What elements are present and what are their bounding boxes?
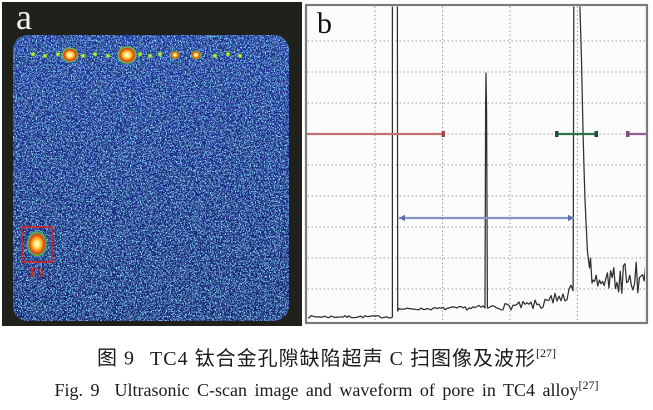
- caption-zh-figno: 图 9: [97, 347, 136, 370]
- band-minor-indication: [30, 51, 36, 57]
- band-hotspot: [116, 45, 138, 65]
- band-minor-indication: [80, 53, 86, 59]
- band-minor-indication: [212, 53, 218, 59]
- defect-marker: F1: [21, 226, 53, 281]
- band-minor-indication: [147, 53, 153, 59]
- band-minor-indication: [105, 53, 111, 59]
- cscan-sample-image: [13, 35, 289, 321]
- band-minor-indication: [137, 51, 143, 57]
- band-minor-indication: [92, 51, 98, 57]
- purple-gate: [626, 131, 646, 137]
- waveform-trace: [308, 6, 645, 319]
- figure-panels: F1 a b: [2, 0, 649, 326]
- caption-zh-text: TC4 钛合金孔隙缺陷超声 C 扫图像及波形: [150, 347, 536, 370]
- defect-f1-indication: [26, 230, 48, 258]
- panel-b-label: b: [317, 7, 332, 40]
- red-gate: [307, 131, 445, 137]
- panel-a-label: a: [16, 0, 32, 37]
- waveform-plot-frame: [304, 3, 649, 325]
- band-minor-indication: [55, 51, 61, 57]
- defect-f1-box: [21, 226, 53, 263]
- ascan-trace-path: [308, 6, 645, 319]
- panel-a-cscan: F1 a: [2, 0, 302, 326]
- caption-chinese: 图 9 TC4 钛合金孔隙缺陷超声 C 扫图像及波形[27]: [0, 346, 653, 371]
- blue-gate: [399, 214, 574, 222]
- green-gate: [555, 131, 598, 137]
- caption-english: Fig. 9 Ultrasonic C-scan image and wavefo…: [0, 377, 653, 401]
- band-minor-indication: [225, 51, 231, 57]
- band-hotspot: [190, 50, 202, 60]
- caption-zh-ref: [27]: [535, 346, 556, 360]
- defect-f1-label: F1: [29, 266, 45, 281]
- panel-b-ascan: b: [304, 3, 649, 325]
- caption-en-figno: Fig. 9: [54, 379, 100, 400]
- band-hotspot: [170, 50, 180, 60]
- band-minor-indication: [237, 53, 243, 59]
- caption-en-ref: [27]: [578, 377, 599, 392]
- measurement-gates: [307, 131, 646, 222]
- band-hotspot: [61, 46, 79, 64]
- caption-en-text: Ultrasonic C-scan image and waveform of …: [114, 379, 579, 400]
- band-minor-indication: [42, 53, 48, 59]
- porosity-indication-band: [19, 45, 269, 65]
- band-minor-indication: [157, 51, 163, 57]
